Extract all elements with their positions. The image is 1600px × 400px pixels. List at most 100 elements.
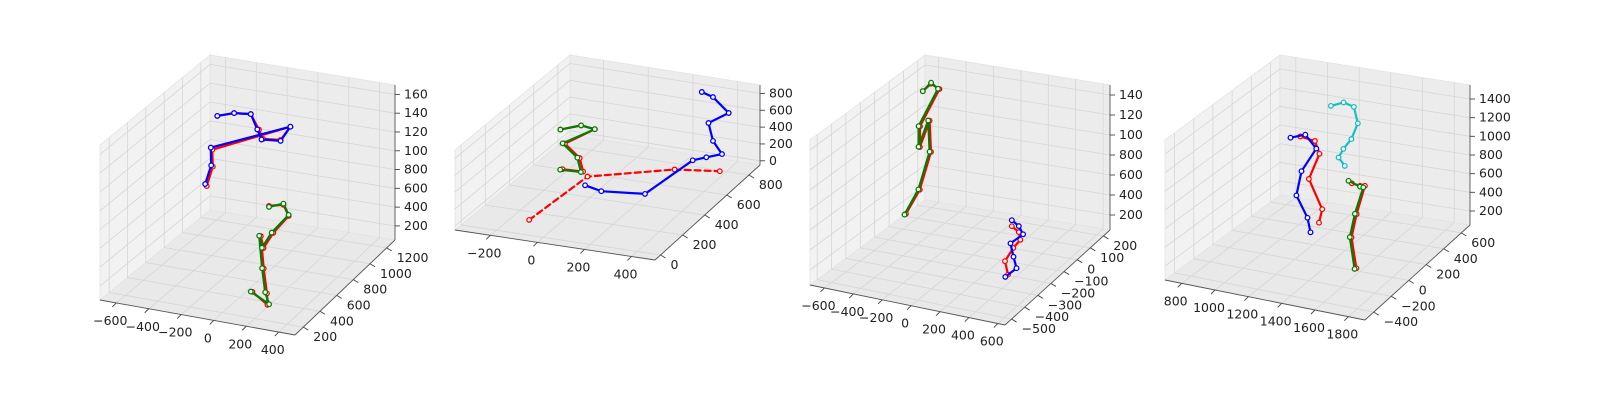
x-gridline: [213, 72, 319, 321]
skeleton-joint: [698, 89, 705, 95]
skeleton-joint: [1307, 229, 1314, 236]
skeleton-joint: [557, 166, 564, 173]
y-tick-mark: [1426, 264, 1432, 268]
skeleton-joint: [1316, 150, 1323, 157]
x-tick-mark: [274, 331, 280, 337]
y-gridline: [509, 105, 705, 216]
x-tick-label: 0: [527, 252, 535, 267]
back-right-pane: [924, 54, 1111, 231]
y-gridline: [1212, 104, 1409, 281]
z-tick-label: 200: [1119, 207, 1143, 222]
skeleton-joint: [925, 117, 932, 124]
y-tick-label: 100: [1100, 250, 1124, 265]
x-tick-label: 200: [228, 336, 252, 351]
z-gridline: [99, 195, 396, 287]
y-tick-label: 400: [715, 217, 739, 232]
y-tick-label: 600: [737, 197, 761, 212]
z-gridline: [1164, 143, 1471, 230]
skeleton-joint: [915, 123, 922, 130]
skeleton-joint: [1316, 219, 1322, 226]
x-gridline: [1314, 77, 1423, 311]
x-tick-label: −200: [859, 310, 893, 325]
y-gridline: [163, 92, 354, 280]
x-gridline: [853, 61, 967, 295]
x-tick-label: 200: [566, 259, 590, 274]
skeleton-joint: [574, 154, 581, 161]
z-tick-label: 1200: [1479, 110, 1511, 125]
z-tick-label: 600: [404, 180, 428, 195]
skeleton-joint: [214, 112, 221, 119]
x-tick-mark: [580, 249, 585, 254]
z-tick-label: 400: [769, 119, 793, 134]
x-gridline: [939, 75, 1049, 313]
skeleton-joint: [526, 216, 533, 223]
z-tick-label: 400: [1479, 184, 1503, 199]
skeleton-joint: [1015, 223, 1022, 230]
skeleton-joint: [1008, 223, 1015, 230]
z-gridline: [809, 104, 1111, 191]
y-gridline: [831, 124, 1025, 308]
x-gridline: [631, 81, 738, 257]
z-tick-label: 800: [1479, 147, 1503, 162]
skeleton-joint: [928, 79, 935, 86]
y-tick-mark: [704, 214, 710, 219]
x-tick-mark: [1210, 289, 1216, 295]
z-gridline: [809, 64, 1111, 151]
x-gridline: [1348, 82, 1455, 317]
x-gridline: [278, 82, 381, 333]
x-tick-label: −400: [830, 304, 864, 319]
y-gridline: [1250, 76, 1444, 250]
z-tick-label: 600: [769, 102, 793, 117]
skeleton-joint: [935, 85, 941, 92]
y-tick-mark: [386, 247, 392, 252]
z-gridline: [99, 82, 396, 174]
x-tick-label: −200: [158, 325, 192, 340]
y-tick-mark: [353, 279, 359, 283]
y-gridline: [859, 102, 1051, 284]
chart-panel-4: 800 1000 1200 1400 1600 1800−400−200020040060…: [1164, 54, 1511, 342]
skeleton-joint: [1350, 103, 1357, 110]
y-tick-label: 0: [1087, 262, 1095, 277]
skeleton-joint: [1020, 231, 1027, 238]
skeleton-joint: [710, 137, 716, 144]
y-tick-mark: [1037, 294, 1044, 299]
x-tick-label: 1800: [1326, 327, 1358, 342]
skeleton-joint: [262, 289, 269, 296]
z-gridline: [809, 124, 1111, 211]
z-tick-label: 200: [1479, 203, 1503, 218]
y-tick-label: −400: [1035, 309, 1069, 324]
skeleton-joint: [1354, 120, 1361, 127]
x-gridline: [490, 60, 604, 236]
y-tick-label: −200: [1401, 298, 1435, 313]
z-gridline: [99, 120, 396, 212]
z-tick-label: 0: [769, 153, 777, 168]
skeleton-joint: [1304, 214, 1311, 221]
x-tick-label: 0: [204, 330, 212, 345]
skeleton-joint: [689, 157, 696, 164]
y-tick-mark: [303, 326, 309, 331]
x-tick-mark: [993, 323, 999, 328]
skeleton-series-red-line: [528, 168, 721, 221]
z-gridline: [809, 144, 1111, 231]
x-gridline: [1214, 62, 1328, 291]
z-tick-label: 400: [404, 199, 428, 214]
y-tick-mark: [660, 254, 666, 259]
z-tick-label: 100: [1119, 127, 1143, 142]
x-tick-mark: [1344, 316, 1349, 321]
z-tick-label: 600: [1479, 166, 1503, 181]
x-tick-label: 400: [261, 342, 285, 357]
y-gridline: [1193, 118, 1392, 297]
z-tick-label: 120: [1119, 107, 1143, 122]
z-gridline: [809, 184, 1111, 271]
skeleton-joint: [577, 169, 584, 175]
y-axis-line: [654, 164, 761, 261]
skeleton-joint: [1319, 206, 1326, 213]
x-tick-mark: [935, 311, 941, 316]
z-tick-label: 140: [1119, 87, 1143, 102]
z-tick-label: 1400: [1479, 91, 1511, 106]
y-tick-label: −300: [1048, 297, 1082, 312]
skeleton-joint: [1340, 145, 1347, 152]
z-gridline: [99, 101, 396, 193]
skeleton-joint: [926, 148, 933, 155]
